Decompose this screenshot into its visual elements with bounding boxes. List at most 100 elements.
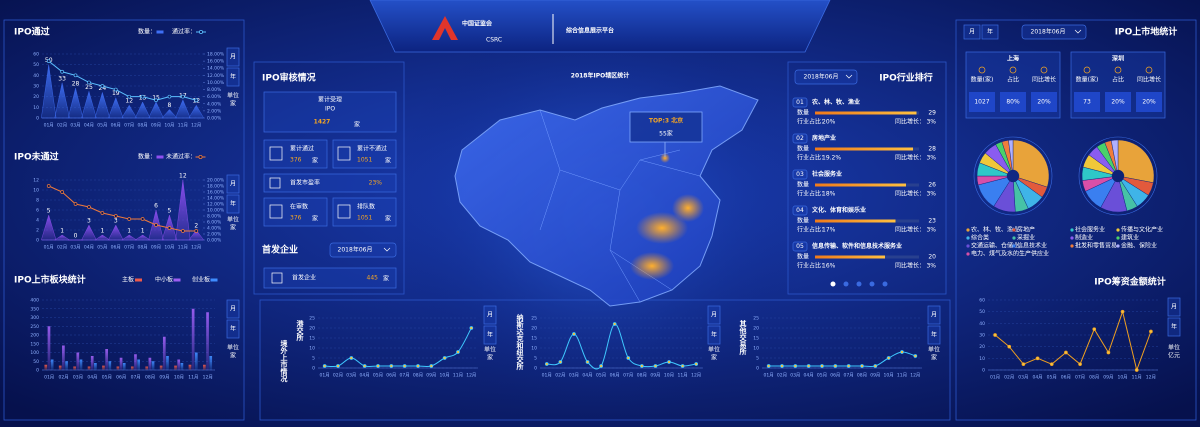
point [181,94,185,99]
chart-title: 纳斯达克和纽交所 [516,313,525,371]
stat-box [1000,92,1026,112]
toggle-button[interactable] [963,24,981,40]
x-tick-label: 12月 [191,123,201,129]
x-tick-label: 12月 [466,373,476,379]
toggle-button[interactable] [483,325,497,345]
pie-slice [1117,139,1155,183]
y-tick-label: 6 [36,208,39,214]
y2-tick-label: 10.00% [207,80,225,86]
page-title: 综合信息展示平台 [566,27,614,35]
x-tick-label: 07月 [623,373,633,379]
icon [269,177,281,189]
legend-label: 金融、保险业 [1121,242,1157,250]
toggle-button[interactable] [226,299,240,319]
x-tick-label: 03月 [569,373,579,379]
bar [130,366,134,370]
page-dot[interactable] [830,281,836,287]
y2-tick-label: 10.00% [207,208,225,214]
toggle-button[interactable] [707,305,721,325]
x-tick-label: 12月 [691,373,701,379]
y-tick-label: 10 [531,346,537,352]
point [1134,368,1139,372]
toggle-button[interactable] [707,325,721,345]
date-select[interactable] [794,69,858,85]
toggle-button[interactable] [927,325,941,345]
x-tick-label: 10月 [164,123,174,129]
industry-name: 农、林、牧、渔业 [811,98,860,106]
legend-label: 社会服务业 [1075,226,1105,234]
point [127,217,132,221]
stat-icon [1083,66,1091,74]
caret [383,247,391,252]
point [60,69,64,74]
page-dot[interactable] [882,281,888,287]
count: 28 [928,146,936,153]
item-box [332,197,397,227]
point [376,364,380,368]
y-tick-label: 400 [30,298,39,304]
date-select[interactable] [1021,24,1087,40]
toggle-button[interactable] [226,194,240,214]
industry-name: 房地产业 [812,134,836,142]
icon [337,146,351,161]
legend-label: 创业板 [192,276,210,284]
toggle-button[interactable] [226,319,240,339]
x-tick-label: 10月 [664,373,674,379]
toggle-button[interactable] [483,305,497,325]
x-tick-label: 05月 [373,373,383,379]
y-tick-label: 4 [36,218,39,224]
toggle-button[interactable] [226,67,240,87]
point [429,364,434,368]
x-tick-label: 04月 [582,373,592,379]
page-dot[interactable] [869,281,875,287]
toggle-button[interactable] [981,24,999,40]
unit-label: 单位 [1168,344,1180,352]
overseas-title: 境外上市情况 [280,339,288,383]
first-issue-value: 445 [367,275,379,282]
x-tick-label: 01月 [44,123,54,129]
toggle-button[interactable] [1167,317,1181,337]
toggle-button[interactable] [226,47,240,67]
y2-tick-label: 0.00% [207,238,222,244]
point [1120,309,1125,314]
left-panel [3,19,245,421]
bar [148,357,152,370]
x-tick-label: 02月 [555,373,565,379]
toggle-button[interactable] [226,174,240,194]
growth-prefix: 同比增长： [895,226,925,234]
toggle-button[interactable] [1167,297,1181,317]
stat-box [1074,92,1100,112]
toggle-label: 月 [1171,304,1177,311]
point [402,364,407,368]
stat-box [969,92,995,112]
legend-swatch [210,278,218,282]
item-unit: 家 [312,157,318,165]
toggle-label: 年 [987,28,993,36]
bar [54,234,71,241]
toggle-label: 月 [969,29,975,36]
legend-swatch [966,252,970,256]
share-prefix: 行业占比： [797,226,827,234]
share: 16% [822,263,836,270]
page-dot[interactable] [843,281,849,287]
x-tick-label: 07月 [124,245,134,251]
date-select[interactable] [329,242,397,258]
item-box [263,139,328,169]
y-tick-label: 20 [309,326,315,332]
count-label: 数量 [797,217,809,225]
x-tick-label: 04月 [804,373,814,379]
bar [65,361,68,370]
toggle-button[interactable] [927,305,941,325]
point [1064,350,1068,355]
count-label: 数量 [797,253,809,261]
item-value: 1051 [357,157,372,164]
bar [148,101,164,119]
bar [94,363,97,370]
point [127,94,132,99]
page-dot[interactable] [856,281,862,287]
x-tick-label: 08月 [857,373,867,379]
toggle-label: 年 [931,331,937,339]
y-tick-label: 0 [312,366,315,372]
x-tick-label: 06月 [111,245,121,251]
stat-box [1031,92,1057,112]
